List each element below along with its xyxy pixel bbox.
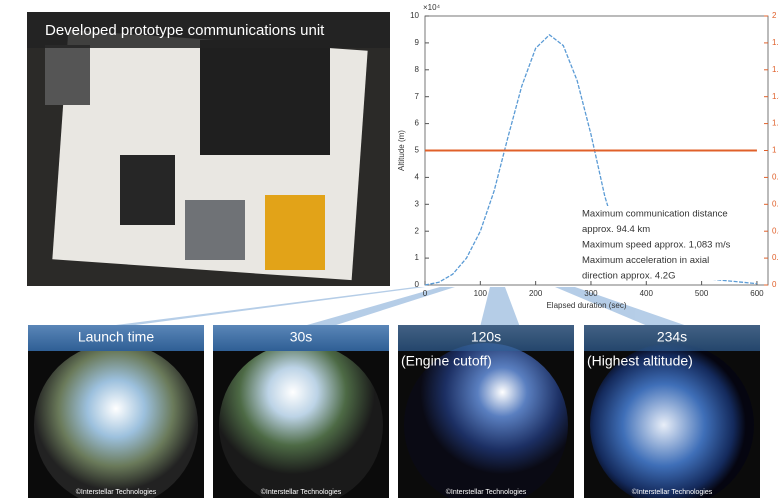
y2-tick-label: 1.6	[772, 65, 779, 74]
annotation: approx. 94.4 km	[582, 224, 650, 235]
annotation: direction approx. 4.2G	[582, 271, 675, 282]
y-tick-label: 1	[415, 253, 420, 262]
slide: Developed prototype communications unit …	[0, 0, 779, 498]
photo-strip: Launch time ©Interstellar Technologies 30s…	[28, 325, 760, 498]
chart: 01234567891000.20.40.60.811.21.41.61.820…	[397, 3, 779, 310]
x-tick-label: 200	[529, 289, 543, 298]
y2-tick-label: 0.4	[772, 226, 779, 235]
y-tick-label: 0	[415, 280, 420, 289]
photo-credit: ©Interstellar Technologies	[76, 488, 157, 496]
y2-tick-label: 1.4	[772, 92, 779, 101]
photo-caption: (Highest altitude)	[587, 353, 693, 369]
unit-caption: Developed prototype communications unit	[45, 22, 325, 39]
y-tick-label: 5	[415, 146, 420, 155]
y2-tick-label: 2	[772, 11, 777, 20]
y-tick-label: 3	[415, 199, 420, 208]
x-tick-label: 0	[423, 289, 428, 298]
y2-tick-label: 0.6	[772, 199, 779, 208]
x-tick-label: 600	[750, 289, 764, 298]
photo-caption: 120s	[471, 329, 501, 345]
annotation: Maximum communication distance	[582, 209, 728, 220]
y-tick-label: 2	[415, 226, 420, 235]
y-exponent: ×10⁴	[423, 3, 441, 12]
photo-caption: 30s	[290, 329, 313, 345]
y-tick-label: 10	[410, 11, 419, 20]
y-tick-label: 8	[415, 65, 420, 74]
annotation: Maximum speed approx. 1,083 m/s	[582, 240, 731, 251]
y2-tick-label: 0	[772, 280, 777, 289]
x-tick-label: 300	[584, 289, 598, 298]
y2-tick-label: 1	[772, 146, 777, 155]
annotation: Maximum acceleration in axial	[582, 255, 709, 266]
y-tick-label: 4	[415, 173, 420, 182]
photo-caption: Launch time	[78, 329, 154, 345]
y2-tick-label: 0.8	[772, 173, 779, 182]
y2-tick-label: 1.8	[772, 38, 779, 47]
y-axis-label: Altitude (m)	[397, 130, 406, 171]
x-tick-label: 400	[640, 289, 654, 298]
photo-caption: (Engine cutoff)	[401, 353, 492, 369]
photo-credit: ©Interstellar Technologies	[261, 488, 342, 496]
x-axis-label: Elapsed duration (sec)	[546, 301, 626, 310]
unit-photo: Developed prototype communications unit	[27, 12, 390, 286]
photo-credit: ©Interstellar Technologies	[446, 488, 527, 496]
y2-tick-label: 0.2	[772, 253, 779, 262]
y-tick-label: 6	[415, 119, 420, 128]
y2-tick-label: 1.2	[772, 119, 779, 128]
y-tick-label: 7	[415, 92, 420, 101]
x-tick-label: 500	[695, 289, 709, 298]
photo-credit: ©Interstellar Technologies	[632, 488, 713, 496]
x-tick-label: 100	[474, 289, 488, 298]
y-tick-label: 9	[415, 38, 420, 47]
photo-caption: 234s	[657, 329, 687, 345]
